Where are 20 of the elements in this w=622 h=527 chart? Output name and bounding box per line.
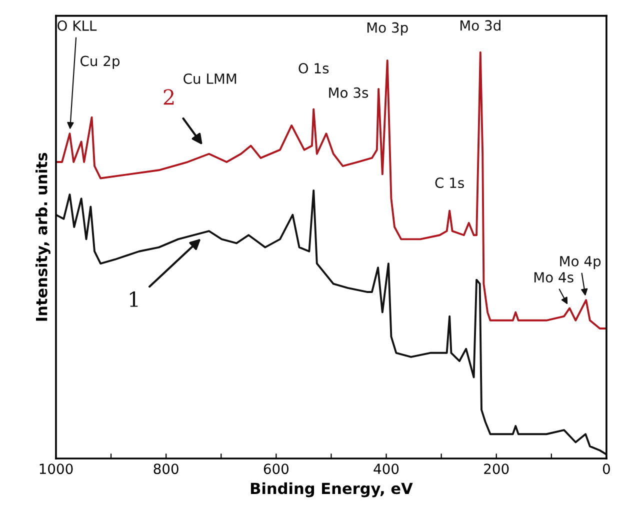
x-tick-label: 200 [484, 464, 509, 474]
x-tick-label: 800 [154, 464, 178, 474]
x-tick-label: 1000 [40, 464, 73, 474]
annotation: Cu LMM [184, 73, 236, 84]
x-axis-title: Binding Energy, eV [250, 482, 413, 498]
annotation: Mo 4s [534, 272, 574, 283]
annotation: Mo 3d [460, 20, 500, 31]
annotation: O 1s [298, 63, 329, 74]
series-label: 1 [130, 291, 138, 307]
x-tick-label: 0 [602, 464, 610, 474]
annotation: Mo 4p [560, 256, 601, 270]
annotation: Mo 3s [329, 87, 368, 98]
annotation: Cu 2p [80, 56, 120, 69]
text: 2 [164, 89, 174, 105]
x-tick-label: 600 [264, 464, 288, 474]
annotation: Mo 3p [367, 22, 408, 36]
annotation: O KLL [58, 20, 97, 31]
y-axis-title: Intensity, arb. units [36, 152, 50, 321]
annotation: C 1s [435, 178, 464, 188]
x-tick-label: 400 [374, 464, 399, 474]
